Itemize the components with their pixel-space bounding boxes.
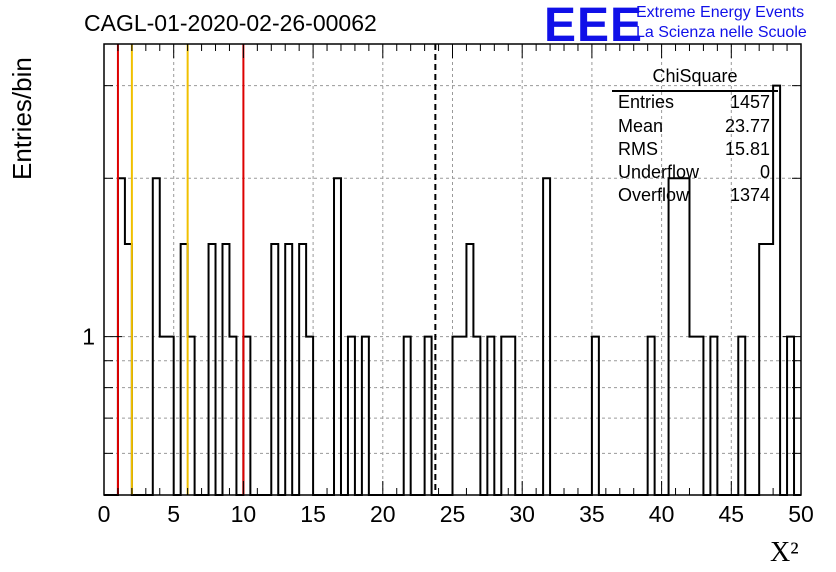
y-tick-label: 1: [82, 324, 95, 350]
stats-box: ChiSquare Entries 1457 Mean 23.77 RMS 15…: [612, 64, 778, 207]
x-tick-label: 50: [788, 501, 814, 527]
stats-label: Entries: [618, 92, 675, 112]
chart-title: CAGL-01-2020-02-26-00062: [84, 10, 377, 36]
x-tick-label: 0: [98, 501, 111, 527]
x-tick-label: 10: [231, 501, 257, 527]
logo-line-1: Extreme Energy Events: [636, 4, 805, 21]
x-tick-label: 20: [370, 501, 396, 527]
x-tick-label: 30: [509, 501, 535, 527]
stats-value: 1374: [729, 185, 770, 205]
stats-title: ChiSquare: [652, 66, 738, 86]
x-tick-label: 40: [649, 501, 675, 527]
histogram-series: [104, 84, 801, 496]
stats-label: Overflow: [618, 185, 690, 205]
stats-row: Entries 1457: [618, 92, 770, 114]
stats-row: RMS 15.81: [618, 139, 770, 161]
stats-label: Underflow: [618, 162, 700, 182]
x-axis-label: X²: [770, 537, 799, 568]
stats-value: 15.81: [724, 139, 770, 159]
stats-value: 0: [759, 162, 770, 182]
logo-line-2: La Scienza nelle Scuole: [636, 24, 807, 41]
stats-divider: [612, 90, 778, 92]
x-tick-label: 35: [579, 501, 605, 527]
stats-label: RMS: [618, 139, 658, 159]
stats-label: Mean: [618, 116, 664, 136]
x-tick-label: 5: [167, 501, 180, 527]
stats-value: 1457: [729, 92, 770, 112]
stats-value: 23.77: [724, 116, 770, 136]
stats-row: Mean 23.77: [618, 116, 770, 138]
stats-row: Underflow 0: [618, 162, 770, 184]
x-tick-label: 15: [300, 501, 326, 527]
x-tick-label: 45: [719, 501, 745, 527]
stats-row: Overflow 1374: [618, 185, 770, 207]
x-tick-label: 25: [440, 501, 466, 527]
